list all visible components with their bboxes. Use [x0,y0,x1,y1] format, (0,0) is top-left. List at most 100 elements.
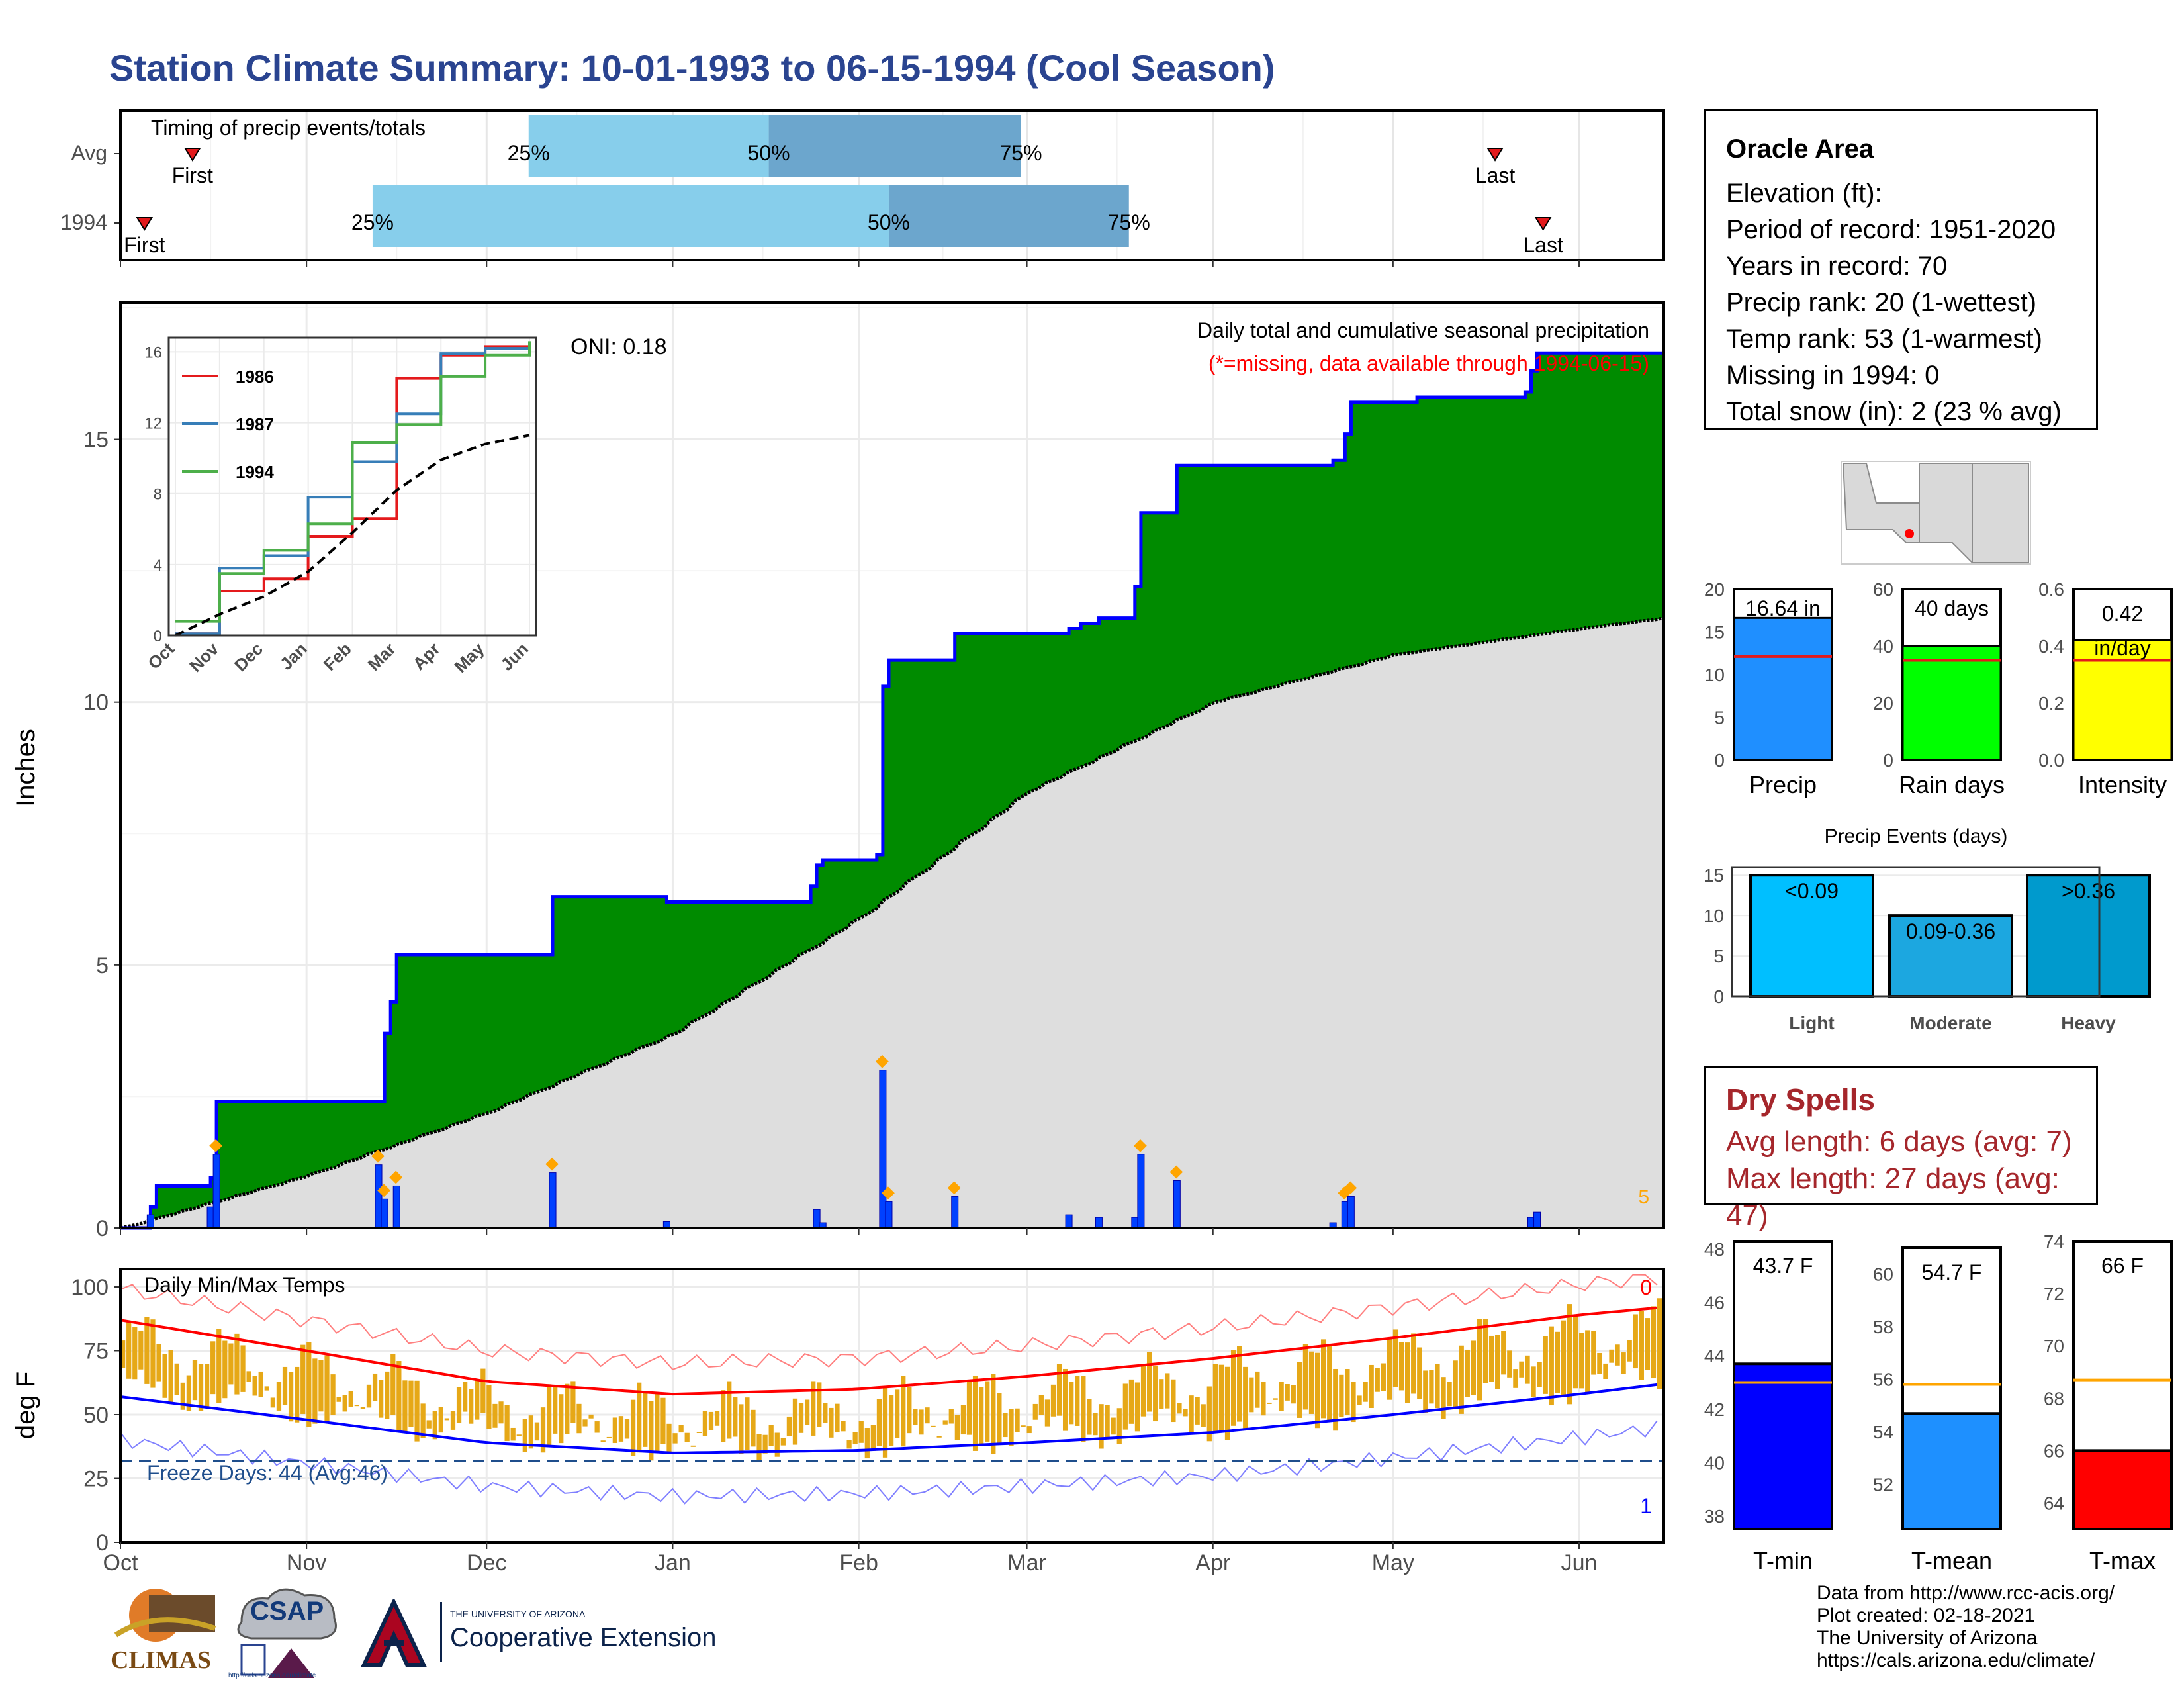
first-label: First [172,164,213,187]
daily-temp-range-bar [1501,1331,1506,1375]
daily-temp-range-bar [1230,1350,1236,1426]
temp-ylabel: deg F [11,1372,40,1439]
daily-temp-range-bar [1327,1344,1332,1421]
precip-ytick: 10 [83,690,109,716]
temp-bar-ytick: 44 [1704,1346,1725,1366]
daily-temp-range-bar [1513,1369,1518,1388]
timing-label-50: 50% [868,211,910,234]
precip-events-ytick: 0 [1713,986,1724,1007]
daily-precip-bar [206,1206,214,1229]
daily-temp-range-bar [829,1407,834,1438]
daily-temp-range-bar [1249,1377,1254,1413]
precip-events-ytick: 5 [1713,946,1724,966]
daily-temp-range-bar [264,1386,269,1391]
daily-temp-range-bar [180,1382,185,1410]
daily-temp-range-bar [1081,1376,1086,1442]
daily-temp-range-bar [354,1405,359,1407]
month-xtick: Dec [467,1550,506,1575]
daily-temp-range-bar [438,1407,443,1433]
mini-bar-ytick: 0.0 [2038,750,2064,771]
daily-temp-range-bar [786,1416,792,1436]
inset-average-line [175,434,530,637]
daily-temp-range-bar [1195,1397,1200,1425]
daily-temp-range-bar [150,1319,156,1388]
credit-line: Plot created: 02-18-2021 [1817,1605,2036,1626]
temp-bar-label: T-mean [1911,1547,1992,1574]
precip-event-bar [1888,914,2013,998]
daily-temp-range-bar [379,1380,384,1418]
inset-series-line [175,341,531,623]
daily-temp-range-bar [612,1417,617,1444]
daily-temp-range-bar [1146,1352,1152,1412]
daily-temp-range-bar [174,1363,179,1395]
record-min-line [120,1420,1658,1505]
daily-temp-range-bar [228,1343,234,1385]
daily-temp-range-bar [888,1395,894,1446]
mini-bar-ytick: 0 [1883,750,1893,771]
timing-bar-q25-q50 [528,115,769,177]
legend-label: 1986 [236,367,274,387]
daily-temp-range-bar [721,1390,726,1442]
daily-temp-range-bar [1543,1336,1548,1394]
daily-temp-range-bar [582,1419,588,1427]
daily-temp-range-bar [1255,1371,1260,1408]
daily-temp-range-bar [1050,1384,1056,1417]
temp-ytick: 25 [83,1467,109,1492]
daily-temp-range-bar [204,1364,210,1409]
daily-precip-bar [1173,1180,1181,1229]
timing-label-75: 75% [999,141,1042,165]
daily-temp-range-bar [1273,1398,1278,1400]
daily-temp-range-bar [324,1355,330,1421]
daily-precip-bar [549,1172,557,1229]
mini-bar-label: Precip [1749,771,1817,798]
station-location-marker-icon [1905,529,1914,538]
daily-temp-range-bar [1417,1347,1422,1399]
daily-temp-range-bar [192,1360,198,1401]
daily-temp-range-bar [402,1380,408,1433]
daily-precip-bar [1347,1196,1355,1229]
daily-temp-range-bar [1285,1384,1290,1401]
freeze-days-label: Freeze Days: 44 (Avg:46) [147,1461,388,1485]
temp-bar-ytick: 56 [1873,1370,1893,1390]
daily-precip-bar [1533,1211,1541,1229]
dry-spells-title: Dry Spells [1726,1082,1875,1117]
mini-bar-ytick: 5 [1714,708,1725,728]
inset-ytick: 8 [154,486,162,504]
average-cumulative-area [120,618,1663,1228]
month-xtick: Mar [1007,1550,1046,1575]
legend-label: 1987 [236,414,274,434]
daily-temp-range-bar [1435,1364,1440,1409]
inset-ytick: 4 [154,557,162,575]
precip-event-label: Light [1789,1013,1834,1033]
climas-logo-text: CLIMAS [111,1646,212,1674]
daily-temp-range-bar [745,1397,750,1450]
daily-temp-range-bar [708,1411,714,1430]
mini-bar-label: Intensity [2078,771,2167,798]
daily-temp-range-bar [486,1385,492,1429]
daily-temp-range-bar [1212,1364,1218,1431]
daily-temp-range-bar [565,1383,570,1434]
daily-temp-range-bar [948,1409,954,1424]
mini-bar-ytick: 20 [1704,579,1725,600]
temp-bar-ytick: 74 [2044,1231,2064,1252]
daily-temp-range-bar [727,1381,732,1439]
daily-temp-range-bar [270,1397,276,1408]
region-map-shape [1842,463,2029,563]
daily-temp-range-bar [1398,1342,1404,1391]
daily-temp-range-bar [835,1403,840,1433]
mini-bar-ytick: 0 [1714,750,1725,771]
daily-temp-range-bar [594,1421,600,1433]
credits: Data from http://www.rcc-acis.org/ Plot … [1817,1582,2115,1672]
last-label: Last [1523,233,1563,257]
legend-label: 1994 [236,462,274,482]
temp-bar-value [1733,1362,1833,1531]
daily-temp-range-bar [198,1364,204,1411]
daily-temp-range-bar [846,1440,852,1449]
daily-precip-bar [951,1196,959,1229]
daily-temp-range-bar [498,1401,504,1424]
credit-line: https://cals.arizona.edu/climate/ [1817,1650,2095,1671]
heavy-event-marker-icon [1169,1165,1183,1179]
daily-temp-range-bar [1453,1360,1458,1407]
temp-ytick: 75 [83,1339,109,1364]
precip-event-bar [1749,874,1874,998]
